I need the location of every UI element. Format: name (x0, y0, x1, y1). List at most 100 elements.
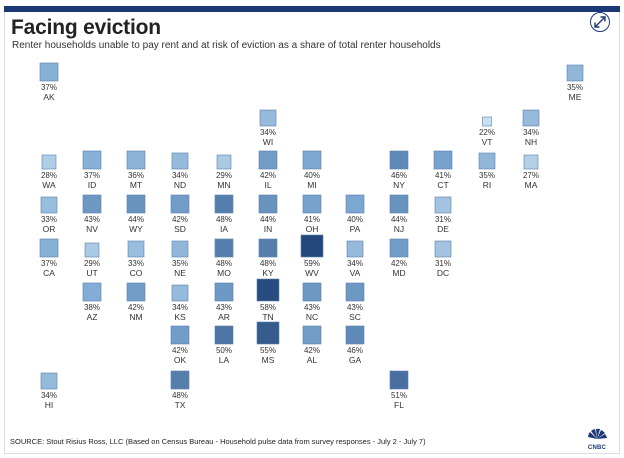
state-tile-mn: 29%MN (216, 154, 232, 190)
state-abbr-ut: UT (86, 268, 97, 278)
state-abbr-sc: SC (349, 312, 361, 322)
state-tile-sd: 42%SD (170, 194, 190, 234)
state-tile-pa: 40%PA (345, 194, 365, 234)
state-value-ky: 48% (260, 259, 276, 268)
state-tile-id: 37%ID (82, 150, 102, 190)
state-value-id: 37% (84, 171, 100, 180)
state-tile-ri: 35%RI (478, 152, 496, 190)
state-tile-va: 34%VA (346, 240, 364, 278)
state-square-al (302, 325, 322, 345)
state-value-pa: 40% (347, 215, 363, 224)
state-square-az (82, 282, 102, 302)
state-square-fl (389, 370, 409, 390)
state-abbr-id: ID (88, 180, 97, 190)
state-square-wv (300, 234, 324, 258)
state-square-ny (389, 150, 409, 170)
state-square-ar (214, 282, 234, 302)
state-tile-nm: 42%NM (126, 282, 146, 322)
state-value-ok: 42% (172, 346, 188, 355)
state-value-wi: 34% (260, 128, 276, 137)
state-value-wv: 59% (304, 259, 320, 268)
state-tile-oh: 41%OH (302, 194, 322, 234)
state-square-dc (434, 240, 452, 258)
state-value-ia: 48% (216, 215, 232, 224)
state-abbr-nh: NH (525, 137, 537, 147)
state-tile-sc: 43%SC (345, 282, 365, 322)
state-abbr-ia: IA (220, 224, 228, 234)
state-tile-il: 42%IL (258, 150, 278, 190)
state-square-wi (259, 109, 277, 127)
state-abbr-me: ME (569, 92, 582, 102)
state-tile-ny: 46%NY (389, 150, 409, 190)
state-tile-wv: 59%WV (300, 234, 324, 278)
state-abbr-ri: RI (483, 180, 492, 190)
state-square-nj (389, 194, 409, 214)
state-tile-ak: 37%AK (39, 62, 59, 102)
state-square-nh (522, 109, 540, 127)
state-square-nv (82, 194, 102, 214)
state-tile-ky: 48%KY (258, 238, 278, 278)
state-abbr-ga: GA (349, 355, 362, 365)
state-value-tn: 58% (260, 303, 276, 312)
state-abbr-nd: ND (174, 180, 186, 190)
state-abbr-ok: OK (174, 355, 187, 365)
state-abbr-va: VA (350, 268, 361, 278)
state-tile-tn: 58%TN (256, 278, 280, 322)
state-tile-wa: 28%WA (41, 154, 57, 190)
state-square-la (214, 325, 234, 345)
state-square-il (258, 150, 278, 170)
state-square-pa (345, 194, 365, 214)
state-tile-or: 33%OR (40, 196, 58, 234)
state-tile-me: 35%ME (566, 64, 584, 102)
state-value-de: 31% (435, 215, 451, 224)
peacock-logo-icon (588, 428, 607, 439)
state-tile-tx: 48%TX (170, 370, 190, 410)
state-value-la: 50% (216, 346, 232, 355)
state-tile-de: 31%DE (434, 196, 452, 234)
state-square-ms (256, 321, 280, 345)
state-square-vt (482, 116, 492, 127)
state-value-ak: 37% (41, 83, 57, 92)
state-value-sc: 43% (347, 303, 363, 312)
state-square-me (566, 64, 584, 82)
state-tile-wi: 34%WI (259, 109, 277, 147)
state-abbr-ca: CA (43, 268, 55, 278)
state-tile-nh: 34%NH (522, 109, 540, 147)
state-tile-mi: 40%MI (302, 150, 322, 190)
state-value-dc: 31% (435, 259, 451, 268)
state-square-ne (171, 240, 189, 258)
state-square-ia (214, 194, 234, 214)
state-abbr-ar: AR (218, 312, 230, 322)
state-abbr-nj: NJ (394, 224, 404, 234)
state-square-nd (171, 152, 189, 170)
state-value-in: 44% (260, 215, 276, 224)
state-tile-ga: 46%GA (345, 325, 365, 365)
state-abbr-wy: WY (129, 224, 143, 234)
state-value-me: 35% (567, 83, 583, 92)
state-tile-ma: 27%MA (523, 154, 539, 190)
state-tile-ut: 29%UT (84, 242, 100, 278)
logo-text: CNBC (587, 445, 607, 451)
state-square-oh (302, 194, 322, 214)
state-value-ks: 34% (172, 303, 188, 312)
state-square-va (346, 240, 364, 258)
state-tile-ia: 48%IA (214, 194, 234, 234)
state-abbr-mi: MI (307, 180, 316, 190)
state-abbr-ak: AK (43, 92, 55, 102)
state-abbr-vt: VT (482, 137, 493, 147)
state-square-ky (258, 238, 278, 258)
state-square-ri (478, 152, 496, 170)
state-square-co (127, 240, 145, 258)
state-tile-al: 42%AL (302, 325, 322, 365)
state-tile-ar: 43%AR (214, 282, 234, 322)
state-abbr-fl: FL (394, 400, 404, 410)
state-value-mo: 48% (216, 259, 232, 268)
expand-arrows-icon[interactable] (590, 12, 610, 32)
state-abbr-mt: MT (130, 180, 142, 190)
state-value-hi: 34% (41, 391, 57, 400)
state-square-mn (216, 154, 232, 170)
state-value-co: 33% (128, 259, 144, 268)
state-square-ak (39, 62, 59, 82)
state-value-nv: 43% (84, 215, 100, 224)
